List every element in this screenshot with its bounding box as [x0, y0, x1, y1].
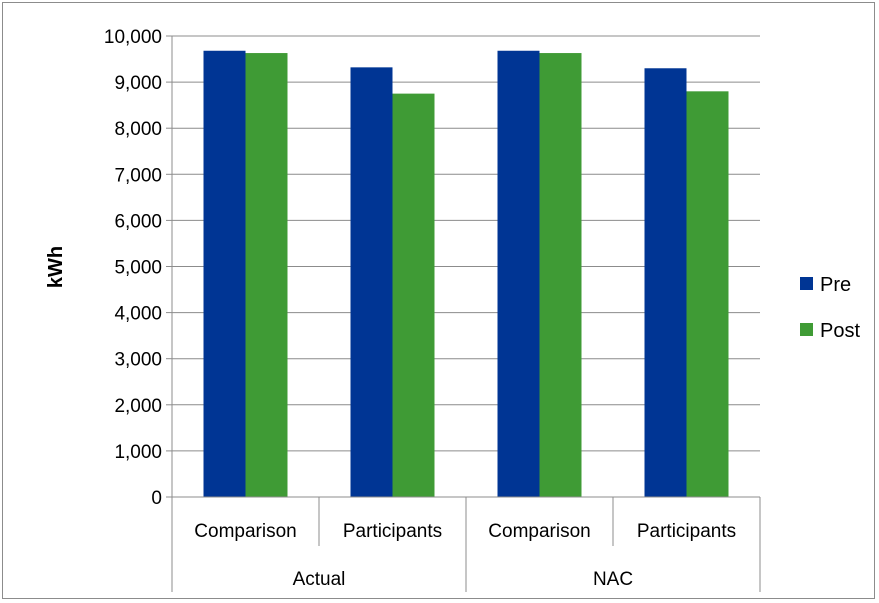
bar-pre-3 — [497, 50, 540, 497]
legend-label-post: Post — [820, 320, 860, 342]
bar-pre-2 — [350, 67, 393, 498]
y-axis-title: kWh — [45, 246, 67, 288]
y-tick-label: 6,000 — [114, 211, 162, 232]
bar-post-4 — [686, 91, 729, 497]
x-tick-label: Comparison — [488, 521, 590, 542]
y-tick-label: 7,000 — [114, 165, 162, 186]
x-group-label: NAC — [593, 569, 633, 590]
legend: Pre Post — [800, 274, 860, 342]
x-group-label: Actual — [293, 569, 346, 590]
y-tick-labels: 0 1,000 2,000 3,000 4,000 5,000 6,000 7,000 8,00… — [104, 27, 162, 509]
x-tick-labels: Comparison Participants Comparison Particip… — [171, 497, 761, 592]
y-tick-label: 1,000 — [114, 442, 162, 463]
y-tick-label: 8,000 — [114, 119, 162, 140]
legend-swatch-post — [800, 323, 813, 336]
y-tick-label: 5,000 — [114, 258, 162, 279]
bar-post-2 — [392, 93, 435, 497]
y-tick-label: 0 — [151, 488, 162, 509]
bar-pre-1 — [203, 50, 246, 497]
legend-swatch-pre — [800, 277, 813, 290]
y-tick-label: 2,000 — [114, 396, 162, 417]
legend-label-pre: Pre — [820, 274, 851, 296]
bar-post-3 — [539, 53, 582, 497]
bars — [203, 50, 729, 498]
x-tick-label: Participants — [343, 521, 442, 542]
y-tick-label: 3,000 — [114, 350, 162, 371]
y-tick-label: 9,000 — [114, 73, 162, 94]
y-tick-label: 4,000 — [114, 304, 162, 325]
bar-pre-4 — [644, 68, 687, 498]
x-tick-label: Participants — [637, 521, 736, 542]
y-tick-label: 10,000 — [104, 27, 162, 48]
x-tick-label: Comparison — [194, 521, 296, 542]
bar-post-1 — [245, 53, 288, 497]
